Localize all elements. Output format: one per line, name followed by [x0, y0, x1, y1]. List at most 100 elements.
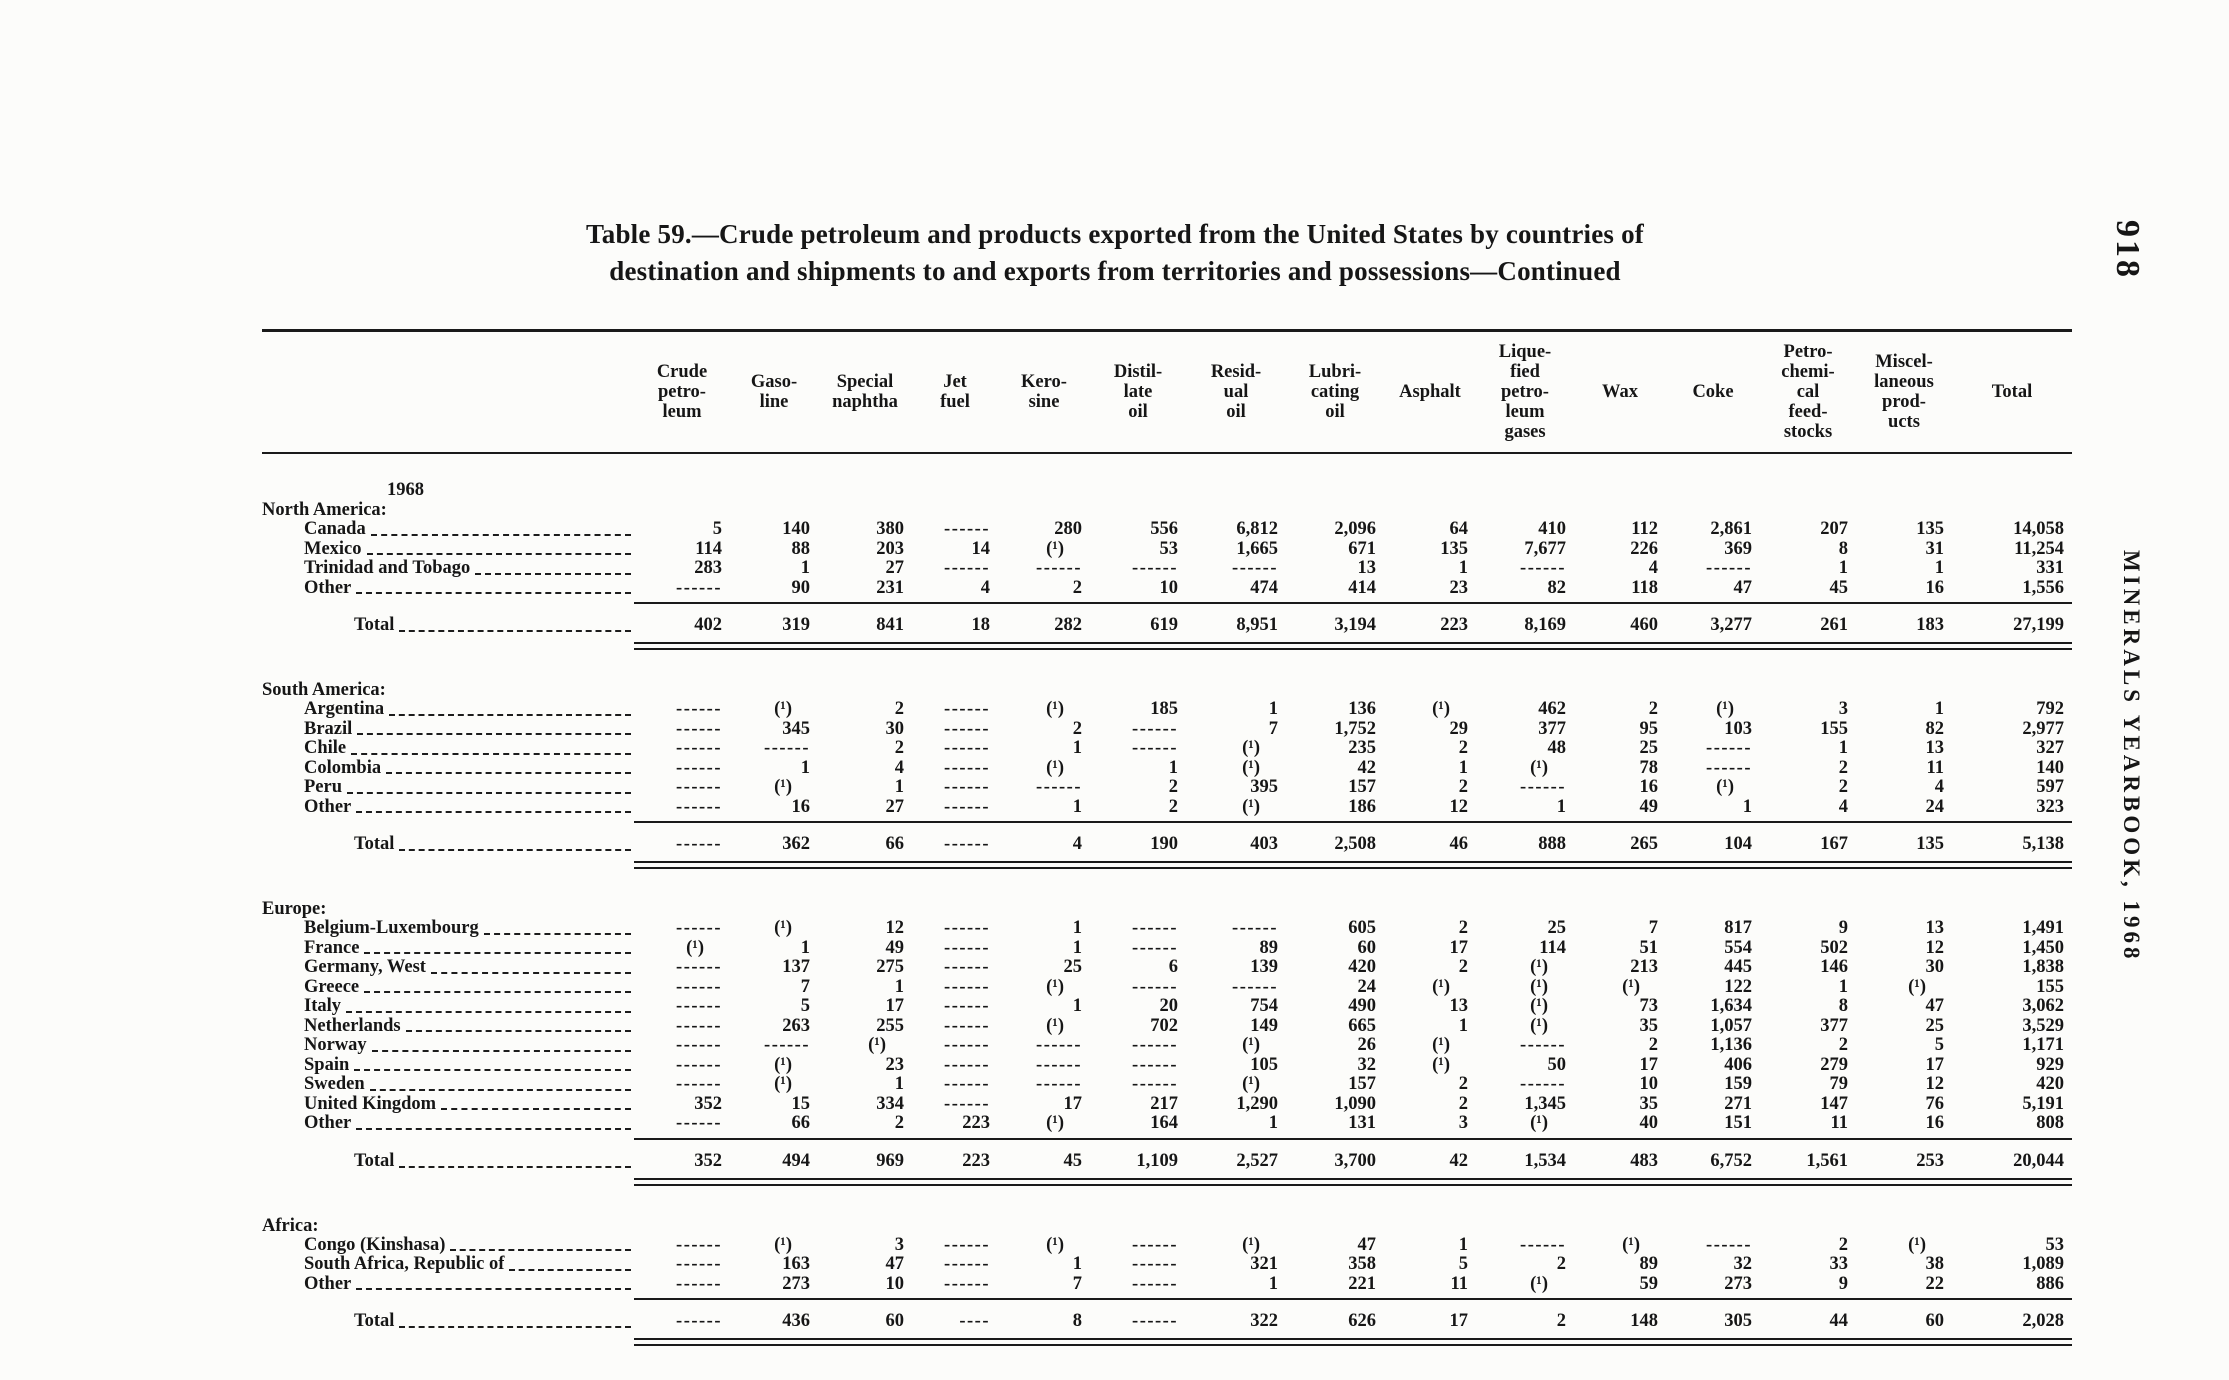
value-cell: ------ — [1036, 777, 1082, 797]
value-cell: 64 — [1449, 519, 1469, 539]
value-cell: 135 — [1916, 519, 1944, 539]
value-cell: (¹) — [1242, 1035, 1260, 1055]
value-cell: 323 — [2036, 796, 2064, 817]
value-cell: 1 — [1268, 1273, 1278, 1294]
table-row: Other ------ 273 10 ------ 7 ------ 1 221 11 (¹) 59… — [262, 1273, 2072, 1295]
value-cell: 305 — [1724, 1311, 1752, 1331]
value-cell: 135 — [1440, 538, 1468, 559]
value-cell: ------ — [944, 1074, 990, 1094]
leader-line — [356, 1127, 631, 1130]
row-label: Canada — [262, 520, 634, 540]
value-cell: 1,556 — [2022, 577, 2064, 598]
value-cell: ------ — [676, 777, 722, 797]
value-cell: (¹) — [1046, 538, 1064, 559]
value-cell: 888 — [1538, 834, 1566, 854]
leader-line — [364, 991, 631, 993]
value-cell: 20 — [1159, 996, 1179, 1016]
value-cell: 2 — [1458, 918, 1468, 938]
row-label-text: Total — [354, 1311, 395, 1331]
value-cell: 7 — [1072, 1273, 1082, 1294]
value-cell: 1 — [1556, 796, 1566, 817]
value-cell: 1,090 — [1334, 1093, 1376, 1114]
value-cell: 25 — [1063, 957, 1083, 977]
value-cell: (¹) — [1622, 1234, 1640, 1255]
value-cell: ------ — [676, 957, 722, 977]
value-cell: 4 — [1838, 796, 1848, 817]
column-header: Gaso- line — [750, 372, 798, 412]
table-section: 1968 North America: Canada 5 140 380 ------ 280… — [262, 480, 2072, 650]
value-cell: 6,812 — [1236, 519, 1278, 539]
value-cell: 556 — [1150, 519, 1178, 539]
row-label: South Africa, Republic of — [262, 1255, 634, 1275]
value-cell: 73 — [1639, 996, 1659, 1016]
value-cell: 105 — [1250, 1054, 1278, 1075]
value-cell: 502 — [1820, 937, 1848, 958]
value-cell: ------ — [944, 918, 990, 938]
column-header: Crude petro- leum — [656, 362, 708, 422]
value-cell: 17 — [1925, 1054, 1945, 1075]
value-cell: (¹) — [1242, 738, 1260, 758]
value-cell: 352 — [694, 1150, 722, 1171]
value-cell: 402 — [694, 615, 722, 635]
column-header: Coke — [1692, 382, 1734, 402]
value-cell: ------ — [1520, 558, 1566, 578]
value-cell: 1 — [1268, 1113, 1278, 1133]
value-cell: 377 — [1538, 718, 1566, 739]
value-cell: 2 — [894, 699, 904, 719]
value-cell: 265 — [1630, 834, 1658, 854]
leader-line — [351, 752, 631, 755]
value-cell: 60 — [1357, 937, 1377, 958]
value-cell: ------ — [676, 1015, 722, 1036]
value-cell: ------ — [676, 577, 722, 598]
value-cell: 436 — [782, 1311, 810, 1331]
column-header: Resid- ual oil — [1210, 362, 1262, 422]
value-cell: 223 — [962, 1113, 990, 1133]
row-label: Total — [262, 1150, 634, 1172]
row-label-text: France — [304, 938, 360, 958]
row-label-text: Germany, West — [304, 958, 426, 977]
value-cell: 3 — [894, 1234, 904, 1255]
value-cell: 5 — [1458, 1254, 1468, 1274]
row-label-text: Colombia — [304, 758, 382, 778]
column-header: Lubri- cating oil — [1308, 362, 1362, 422]
value-cell: (¹) — [774, 1074, 792, 1094]
value-cell: 2 — [1838, 1234, 1848, 1255]
value-cell: (¹) — [1530, 1015, 1548, 1036]
value-cell: 88 — [791, 538, 811, 559]
value-cell: (¹) — [1046, 1015, 1064, 1036]
value-cell: 490 — [1348, 996, 1376, 1016]
table-body: 1968 North America: Canada 5 140 380 ------ 280… — [262, 454, 2072, 1346]
value-cell: (¹) — [1432, 699, 1450, 719]
value-cell: 2,028 — [2022, 1311, 2064, 1331]
row-label: Total — [262, 614, 634, 636]
value-cell: 14,058 — [2013, 519, 2064, 539]
value-cell: 253 — [1916, 1150, 1944, 1171]
row-label: Mexico — [262, 540, 634, 560]
row-label: Other — [262, 579, 634, 599]
value-cell: 226 — [1630, 538, 1658, 559]
value-cell: 605 — [1348, 918, 1376, 938]
value-cell: (¹) — [1432, 976, 1450, 997]
table-row: Brazil ------ 345 30 ------ 2 ------ 7 1,752 29 37… — [262, 718, 2072, 740]
value-cell: 1,057 — [1710, 1015, 1752, 1036]
value-cell: 221 — [1348, 1273, 1376, 1294]
value-cell: 13 — [1449, 996, 1469, 1016]
table-header-row: Crude petro- leum Gaso- line Special napht… — [262, 332, 2072, 452]
value-cell: 7 — [800, 976, 810, 997]
value-cell: 1 — [1072, 937, 1082, 958]
value-cell: 185 — [1150, 699, 1178, 719]
value-cell: 1,136 — [1710, 1035, 1752, 1055]
value-cell: 131 — [1348, 1113, 1376, 1133]
value-cell: 1 — [1458, 558, 1468, 578]
value-cell: 9 — [1838, 1273, 1848, 1294]
value-cell: (¹) — [1046, 1234, 1064, 1255]
table-title-line1: Table 59.—Crude petroleum and products e… — [586, 219, 1644, 249]
value-cell: 11 — [1450, 1273, 1468, 1294]
value-cell: 2 — [1556, 1254, 1566, 1274]
value-cell: 207 — [1820, 519, 1848, 539]
row-label: Chile — [262, 739, 634, 759]
value-cell: 95 — [1639, 718, 1659, 739]
value-cell: 10 — [1159, 577, 1179, 598]
leader-line — [399, 849, 631, 851]
